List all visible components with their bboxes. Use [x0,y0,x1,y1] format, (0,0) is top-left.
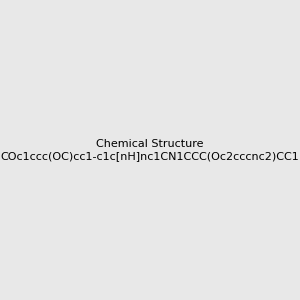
Text: Chemical Structure
COc1ccc(OC)cc1-c1c[nH]nc1CN1CCC(Oc2cccnc2)CC1: Chemical Structure COc1ccc(OC)cc1-c1c[nH… [1,139,299,161]
